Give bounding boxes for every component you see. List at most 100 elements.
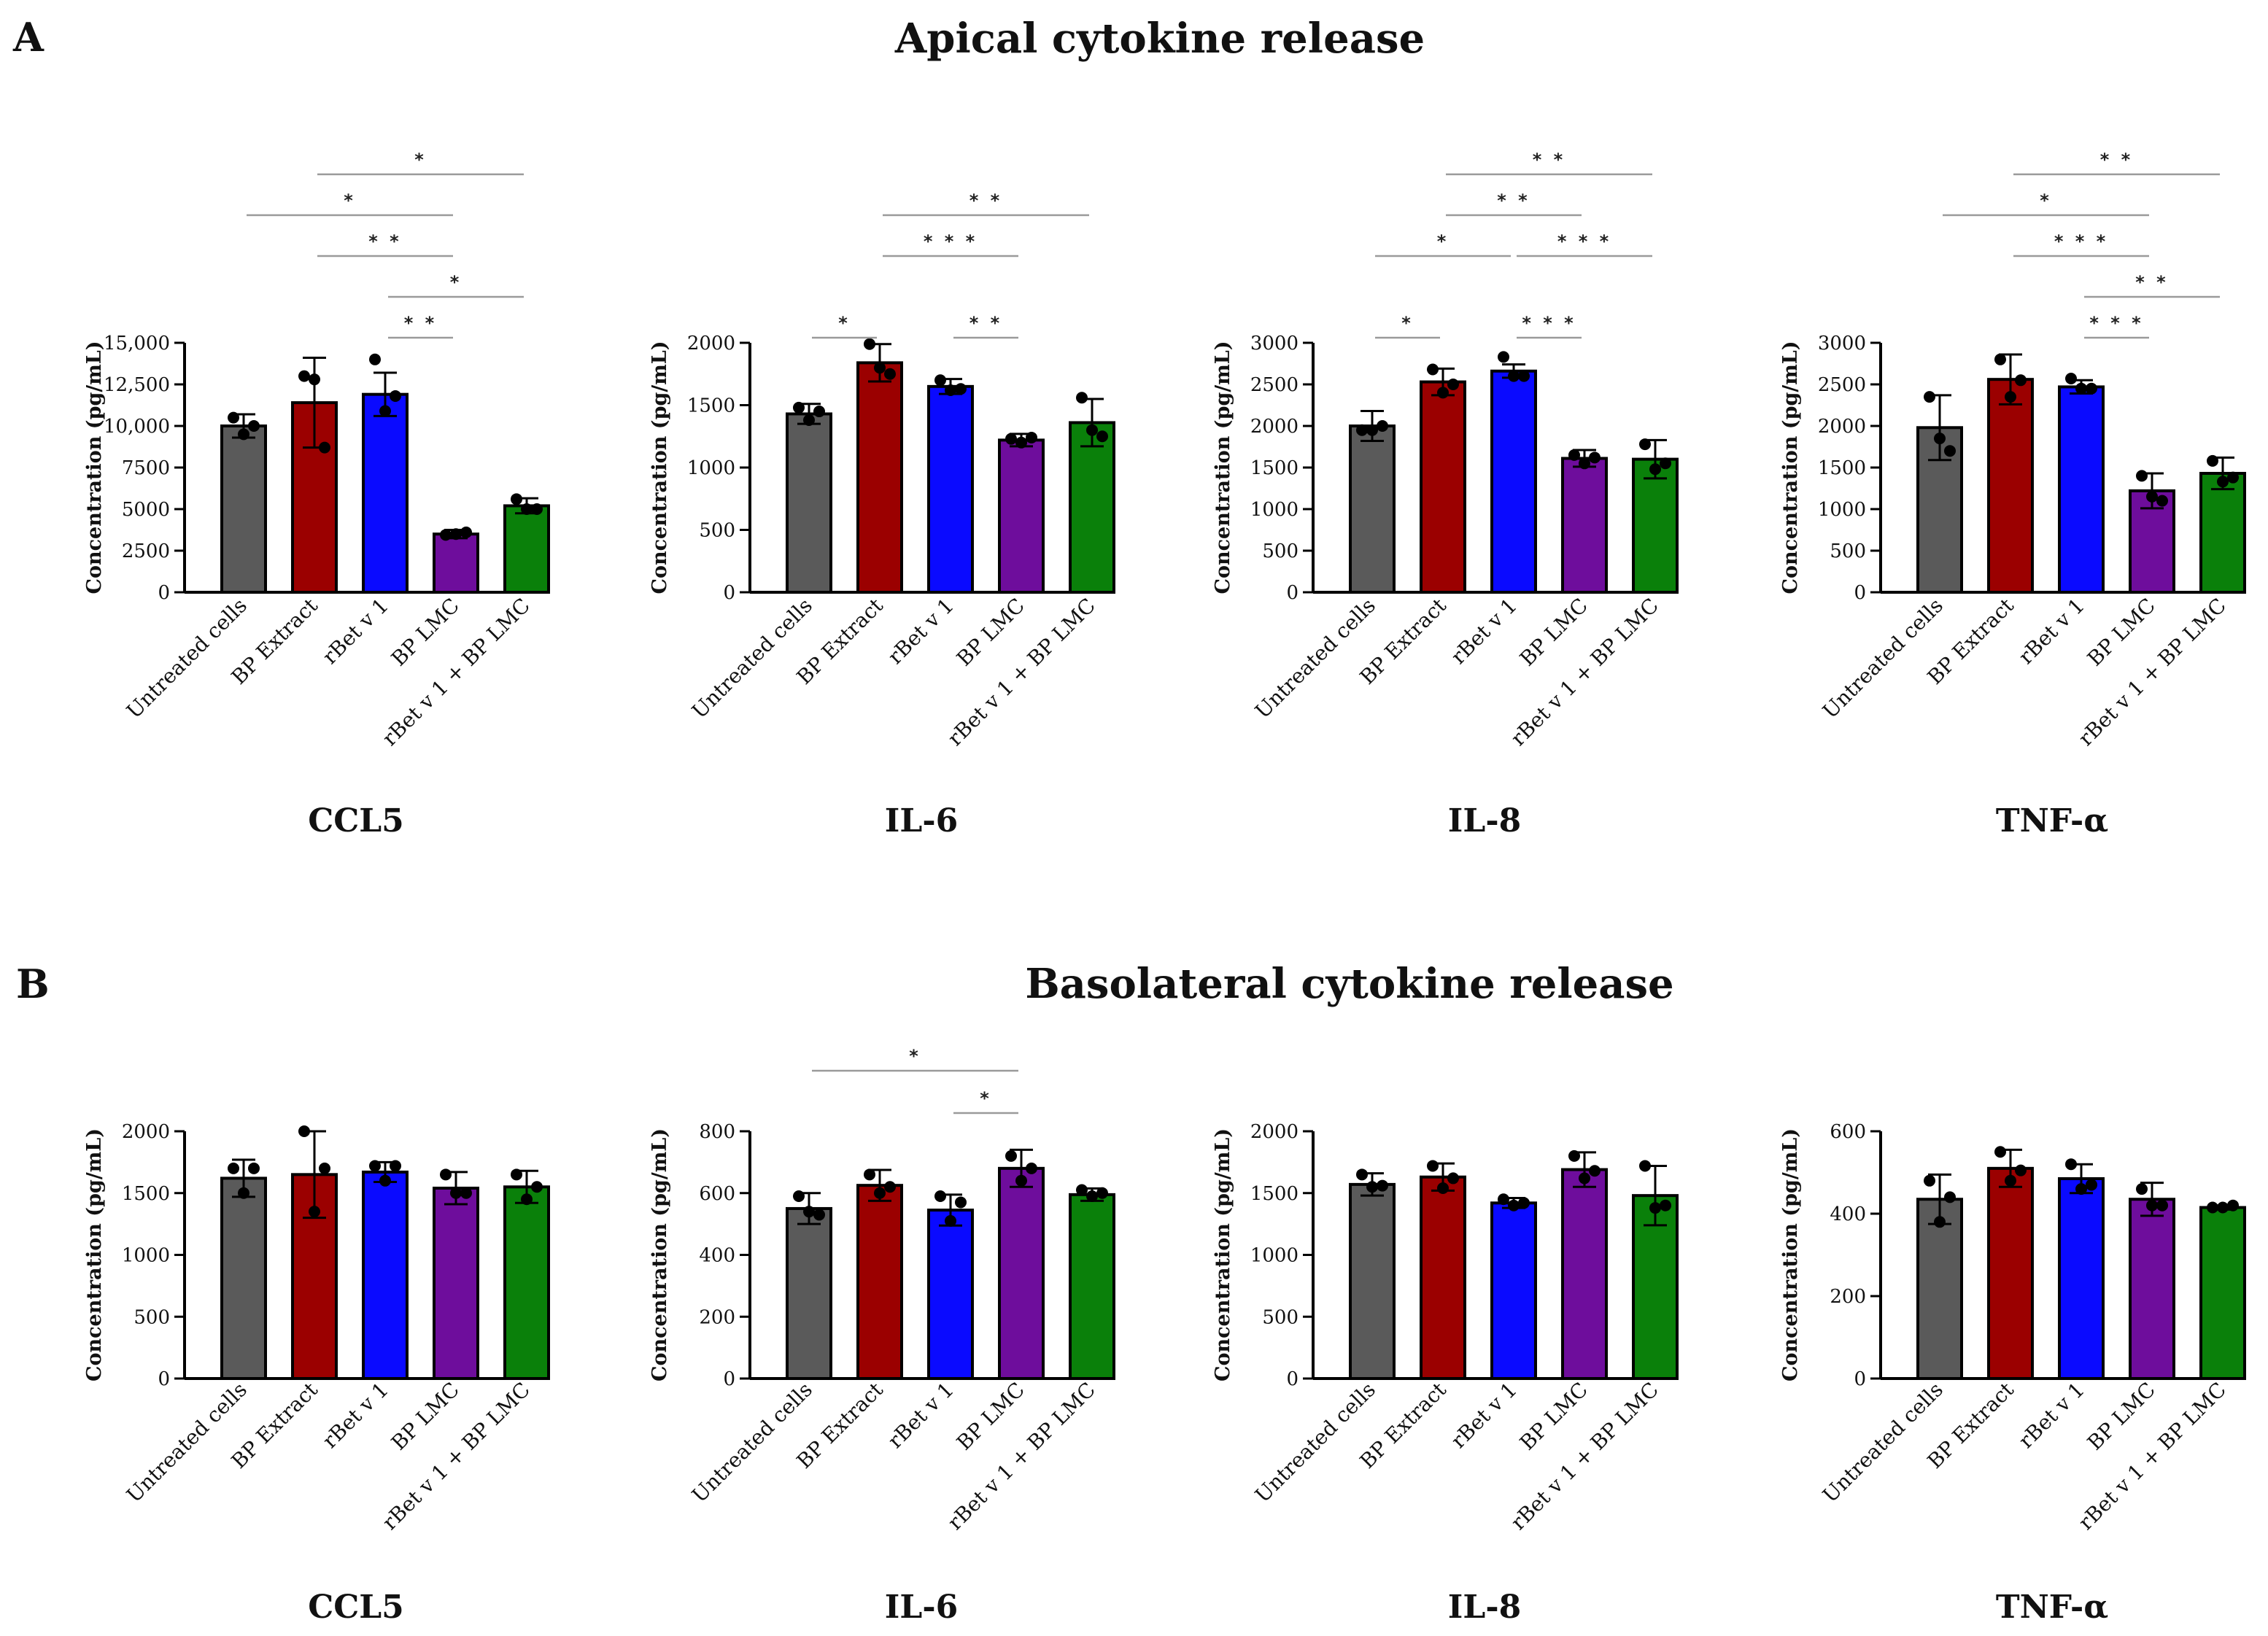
bar-rbet-v-1 [362, 392, 409, 594]
significance-label: * * [368, 231, 401, 252]
data-point [793, 1190, 805, 1202]
bar-rbet-v-1-bp-lmc [1069, 1193, 1115, 1381]
data-point [309, 1206, 320, 1218]
data-point [1589, 451, 1601, 464]
data-point [934, 374, 946, 387]
data-point [1356, 424, 1368, 436]
y-tick-label: 0 [723, 1368, 735, 1390]
data-point [1366, 424, 1378, 436]
data-point [379, 1174, 391, 1187]
data-point [1356, 1168, 1368, 1181]
data-point [1934, 433, 1946, 445]
charts-layer: 025005000750010,00012,50015,000Concentra… [83, 150, 2246, 1626]
chart-basolateral-tnf-: 0 200 400 600 Concentration (pg/mL) Untreated… [1779, 1121, 2246, 1626]
data-point [440, 1168, 452, 1181]
y-axis-label: Concentration (pg/mL) [1212, 1128, 1234, 1381]
data-point [793, 401, 805, 414]
y-tick-label: 200 [1830, 1286, 1866, 1308]
y-tick-label: 600 [1830, 1121, 1866, 1143]
bar-rbet-v-1-bp-lmc [503, 504, 550, 594]
data-point [1076, 392, 1088, 404]
y-tick-label: 0 [1286, 582, 1299, 604]
bar-untreated-cells [220, 424, 267, 594]
data-point [511, 493, 522, 505]
significance-label: * * [2135, 272, 2168, 292]
significance-label: * * [1533, 150, 1565, 170]
bar-rbet-v-1 [927, 384, 974, 594]
data-point [1568, 1150, 1580, 1162]
data-point [874, 1187, 886, 1199]
data-point [1994, 353, 2006, 365]
chart-title: IL-6 [885, 802, 958, 840]
data-point [1096, 430, 1108, 443]
chart-basolateral-il-6: 0 200 400 600 800 Concentration (pg/mL) Untrea… [649, 1046, 1115, 1626]
data-point [1944, 1191, 1956, 1203]
data-point [2075, 382, 2087, 395]
significance-label: * [2040, 190, 2052, 211]
chart-apical-tnf-: 0 500 1000 1500 2000 2500 3000 Concentration (p… [1779, 150, 2246, 840]
significance-label: * [838, 313, 851, 333]
y-tick-label: 2500 [122, 540, 170, 562]
data-point [1076, 1184, 1088, 1196]
data-point [874, 362, 886, 374]
bar-bp-lmc [433, 532, 479, 594]
y-axis-label: Concentration (pg/mL) [83, 1128, 106, 1381]
data-point [1579, 457, 1590, 470]
data-point [369, 353, 381, 365]
chart-basolateral-il-8: 0 500 1000 1500 2000 Concentration (pg/mL) Unt… [1212, 1121, 1679, 1626]
data-point [955, 1196, 967, 1209]
data-point [2207, 454, 2218, 467]
data-point [1649, 463, 1661, 476]
y-tick-label: 0 [158, 582, 170, 604]
y-tick-label: 3000 [1250, 333, 1299, 354]
data-point [2086, 382, 2097, 395]
chart-title: IL-6 [885, 1589, 958, 1626]
category-label: rBet v 1 [883, 1378, 959, 1453]
category-label: rBet v 1 [1447, 594, 1522, 669]
bar-bp-extract [1987, 1166, 2034, 1380]
bar-untreated-cells [1349, 1182, 1396, 1380]
bar-bp-extract [1420, 1175, 1466, 1380]
data-point [2156, 1199, 2168, 1212]
data-point [2086, 1179, 2097, 1191]
y-tick-label: 2500 [1818, 374, 1866, 396]
data-point [1924, 1174, 1935, 1187]
panel-a-title: Apical cytokine release [894, 15, 1425, 63]
data-point [1015, 436, 1027, 449]
data-point [298, 1125, 310, 1137]
y-tick-label: 2000 [1818, 416, 1866, 438]
data-point [369, 1160, 381, 1172]
y-tick-label: 400 [1830, 1203, 1866, 1225]
data-point [2227, 471, 2239, 484]
bar-rbet-v-1 [1490, 369, 1537, 594]
y-tick-label: 5000 [122, 499, 170, 521]
data-point [1427, 1160, 1439, 1172]
significance-label: * * [2100, 150, 2133, 170]
chart-title: IL-8 [1448, 802, 1521, 840]
significance-label: * * [1497, 190, 1530, 211]
y-tick-label: 0 [1286, 1368, 1299, 1390]
y-axis-label: Concentration (pg/mL) [83, 341, 106, 594]
y-tick-label: 800 [699, 1121, 735, 1143]
y-axis-label: Concentration (pg/mL) [1779, 341, 1802, 594]
category-label: rBet v 1 [318, 1378, 393, 1453]
data-point [531, 503, 543, 515]
significance-label: * [450, 272, 462, 292]
category-label: rBet v 1 [2014, 1378, 2089, 1453]
significance-label: * * [969, 313, 1002, 333]
data-point [1508, 1199, 1520, 1212]
y-tick-label: 10,000 [104, 416, 170, 438]
significance-label: * [980, 1088, 992, 1109]
significance-label: * [344, 190, 356, 211]
data-point [319, 1162, 330, 1174]
data-point [2005, 391, 2016, 403]
bar-rbet-v-1-bp-lmc [2199, 471, 2246, 594]
data-point [460, 526, 472, 538]
bar-untreated-cells [220, 1176, 267, 1381]
significance-label: * * * [2054, 231, 2108, 252]
significance-label: * [1401, 313, 1414, 333]
y-tick-label: 1500 [1818, 457, 1866, 479]
data-point [2065, 1158, 2077, 1171]
chart-title: TNF-α [1996, 802, 2108, 840]
